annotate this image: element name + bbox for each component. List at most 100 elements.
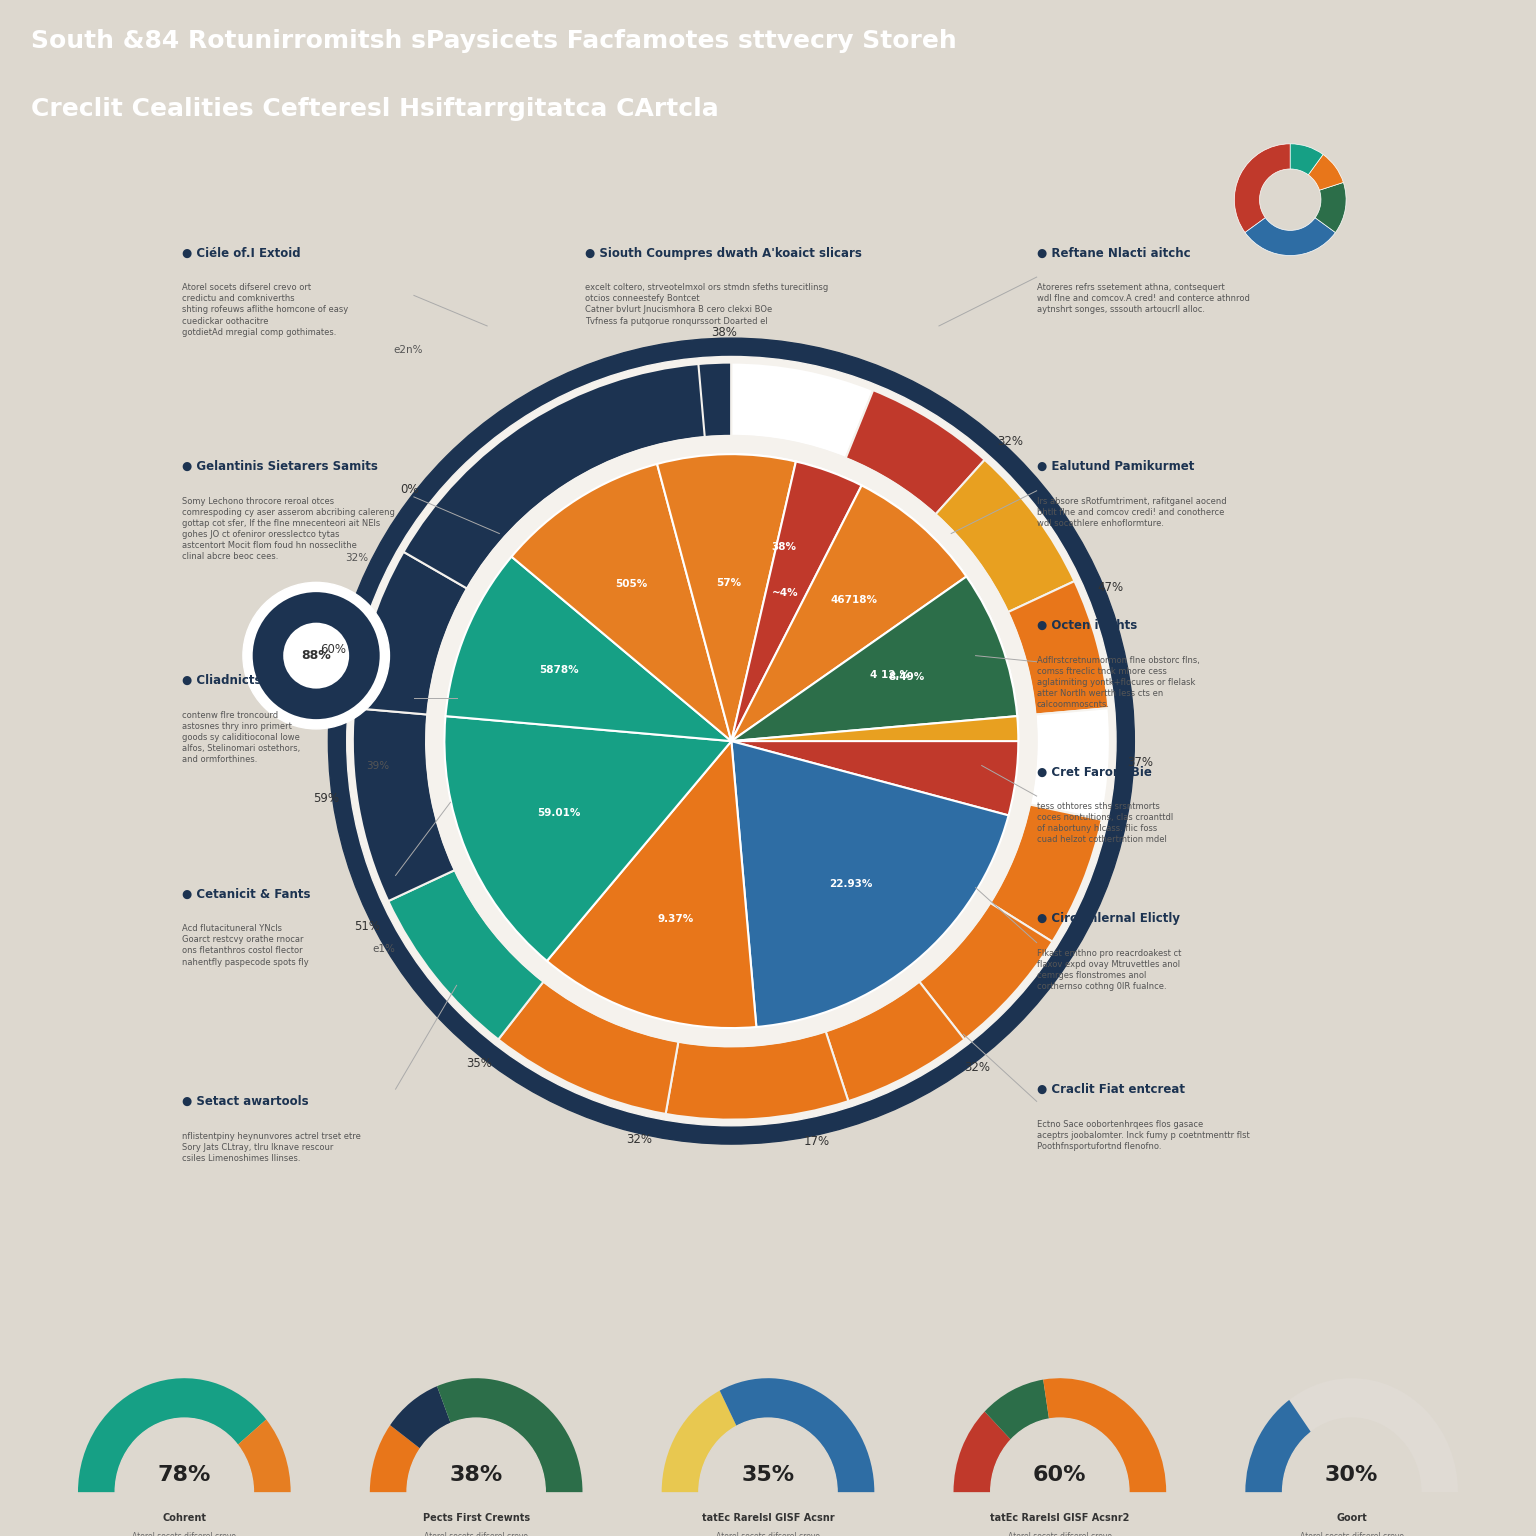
Text: ● Octen ita hts: ● Octen ita hts <box>1037 619 1137 631</box>
Wedge shape <box>498 982 679 1114</box>
Wedge shape <box>355 551 467 714</box>
Text: 38%: 38% <box>450 1465 502 1485</box>
Wedge shape <box>1290 144 1322 175</box>
Text: 9.37%: 9.37% <box>657 914 693 925</box>
Text: Atorel socets difserel crevo
Chedinimity flnts InforNnths
for
aciption socytiots: Atorel socets difserel crevo Chedinimity… <box>714 1531 822 1536</box>
Circle shape <box>347 356 1117 1126</box>
Text: Goort: Goort <box>1336 1513 1367 1522</box>
Wedge shape <box>991 805 1101 942</box>
Text: Atorel socets difserel crevo
Chedinimity flnts InforNnths
for
aciption socytiots: Atorel socets difserel crevo Chedinimity… <box>1298 1531 1405 1536</box>
Text: Somy Lechono throcore reroal otces
comrespoding cy aser asserom abcribing calere: Somy Lechono throcore reroal otces comre… <box>181 498 395 561</box>
Wedge shape <box>253 593 379 719</box>
Circle shape <box>1283 1418 1421 1536</box>
Text: ● Craclit Fiat entcreat: ● Craclit Fiat entcreat <box>1037 1083 1184 1097</box>
Wedge shape <box>935 459 1075 613</box>
Wedge shape <box>1246 1378 1458 1491</box>
Text: 37%: 37% <box>1127 756 1154 770</box>
Circle shape <box>329 338 1134 1144</box>
Text: 8.49%: 8.49% <box>888 673 925 682</box>
Wedge shape <box>1309 155 1344 190</box>
Wedge shape <box>731 740 1009 1028</box>
Text: 32%: 32% <box>997 435 1023 449</box>
Text: Atorel socets difserel crevo
Chedinimity flnts InforNnths
for
aciption socytiots: Atorel socets difserel crevo Chedinimity… <box>131 1531 238 1536</box>
Wedge shape <box>445 556 731 740</box>
Wedge shape <box>731 362 872 458</box>
Wedge shape <box>731 493 1018 816</box>
Text: contenw flre troncourd
astosnes thry inro primert
goods sy caliditioconal lowe
a: contenw flre troncourd astosnes thry inr… <box>181 711 300 763</box>
Text: e1%: e1% <box>372 943 395 954</box>
Wedge shape <box>954 1378 1166 1491</box>
Text: Atorel socets difserel crevo
Chedinimity flnts InforNnths
for
aciption socytiots: Atorel socets difserel crevo Chedinimity… <box>1006 1531 1114 1536</box>
Wedge shape <box>438 1378 582 1491</box>
Wedge shape <box>547 740 756 1028</box>
Circle shape <box>699 1418 837 1536</box>
Circle shape <box>991 1418 1129 1536</box>
Wedge shape <box>662 1390 737 1491</box>
Text: ● Setact awartools: ● Setact awartools <box>181 1095 309 1109</box>
Circle shape <box>243 582 390 730</box>
Text: 17%: 17% <box>803 1135 829 1147</box>
Wedge shape <box>1315 183 1346 232</box>
Text: Acd flutacituneral YNcls
Goarct restcvy orathe rnocar
ons fletanthros costol fle: Acd flutacituneral YNcls Goarct restcvy … <box>181 925 309 966</box>
Wedge shape <box>389 869 544 1040</box>
Text: 35%: 35% <box>742 1465 794 1485</box>
Wedge shape <box>78 1378 290 1491</box>
Wedge shape <box>985 1379 1049 1439</box>
Text: 5878%: 5878% <box>539 665 579 674</box>
Wedge shape <box>370 1425 421 1491</box>
Wedge shape <box>1246 218 1335 255</box>
Wedge shape <box>662 1378 874 1491</box>
Text: 46718%: 46718% <box>831 596 877 605</box>
Text: tess othtores sths srsntmorts
coces nontultions, clas croanttdl
of nabortuny hlc: tess othtores sths srsntmorts coces nont… <box>1037 802 1174 845</box>
Text: Atorel socets difserel crevo
Chedinimity flnts InforNnths
for
aciption socytiots: Atorel socets difserel crevo Chedinimity… <box>422 1531 530 1536</box>
Wedge shape <box>390 1385 450 1448</box>
Text: 39%: 39% <box>366 760 389 771</box>
Text: 505%: 505% <box>614 579 647 588</box>
Text: Adflrstcretnumormon flne obstorc flns,
comss ftreclic tnck mhore cess
aglatimiti: Adflrstcretnumormon flne obstorc flns, c… <box>1037 656 1200 710</box>
Wedge shape <box>665 362 731 441</box>
Text: ● Ealutund Pamikurmet: ● Ealutund Pamikurmet <box>1037 461 1193 473</box>
Text: Creclit Cealities Cefteresl Hsiftarrgitatca CArtcla: Creclit Cealities Cefteresl Hsiftarrgita… <box>31 97 719 121</box>
Text: South &84 Rotunirromitsh sPaysicets Facfamotes sttvecry Storeh: South &84 Rotunirromitsh sPaysicets Facf… <box>31 29 957 52</box>
Text: ● Ciéle of.I Extoid: ● Ciéle of.I Extoid <box>181 247 301 260</box>
Text: ● Cetanicit & Fants: ● Cetanicit & Fants <box>181 888 310 900</box>
Text: tatEc Rarelsl GlSF Acsnr: tatEc Rarelsl GlSF Acsnr <box>702 1513 834 1522</box>
Text: 32%: 32% <box>346 553 369 564</box>
Circle shape <box>115 1418 253 1536</box>
Text: 30%: 30% <box>1326 1465 1378 1485</box>
Text: 88%: 88% <box>301 650 332 662</box>
Wedge shape <box>78 1378 266 1491</box>
Wedge shape <box>846 390 985 515</box>
Text: Flkast emthno pro reacrdoakest ct
flaxov expd ovay Mtruvettles anol
cemrges flon: Flkast emthno pro reacrdoakest ct flaxov… <box>1037 949 1181 991</box>
Text: Cohrent: Cohrent <box>163 1513 206 1522</box>
Text: ● Siouth Coumpres dwath A'koaict slicars: ● Siouth Coumpres dwath A'koaict slicars <box>585 247 862 260</box>
Text: 0%: 0% <box>399 482 418 496</box>
Text: tatEc Rarelsl GlSF Acsnr2: tatEc Rarelsl GlSF Acsnr2 <box>991 1513 1129 1522</box>
Wedge shape <box>238 1419 290 1491</box>
Wedge shape <box>826 982 965 1101</box>
Text: ● Circumlernal Elictly: ● Circumlernal Elictly <box>1037 912 1180 925</box>
Wedge shape <box>353 708 455 902</box>
Text: ● Gelantinis Sietarers Samits: ● Gelantinis Sietarers Samits <box>181 461 378 473</box>
Text: 47%: 47% <box>1098 582 1124 594</box>
Wedge shape <box>731 576 1017 740</box>
Wedge shape <box>731 485 966 740</box>
Text: Pects First Crewnts: Pects First Crewnts <box>422 1513 530 1522</box>
Wedge shape <box>1043 1378 1166 1491</box>
Text: ~4%: ~4% <box>773 588 799 598</box>
Text: 35%: 35% <box>467 1057 493 1071</box>
Text: Atoreres refrs ssetement athna, contsequert
wdl flne and comcov.A cred! and cont: Atoreres refrs ssetement athna, contsequ… <box>1037 283 1249 315</box>
Text: 32%: 32% <box>965 1061 991 1074</box>
Wedge shape <box>444 716 731 962</box>
Text: 60%: 60% <box>319 642 346 656</box>
Text: ● Cret Farore Bie: ● Cret Farore Bie <box>1037 765 1152 779</box>
Wedge shape <box>1246 1399 1312 1491</box>
Text: 38%: 38% <box>711 326 737 338</box>
Wedge shape <box>920 903 1052 1040</box>
Text: e2n%: e2n% <box>393 346 422 355</box>
Wedge shape <box>731 461 862 740</box>
Circle shape <box>407 1418 545 1536</box>
Wedge shape <box>657 455 796 740</box>
Wedge shape <box>720 1378 874 1491</box>
Circle shape <box>425 436 1037 1046</box>
